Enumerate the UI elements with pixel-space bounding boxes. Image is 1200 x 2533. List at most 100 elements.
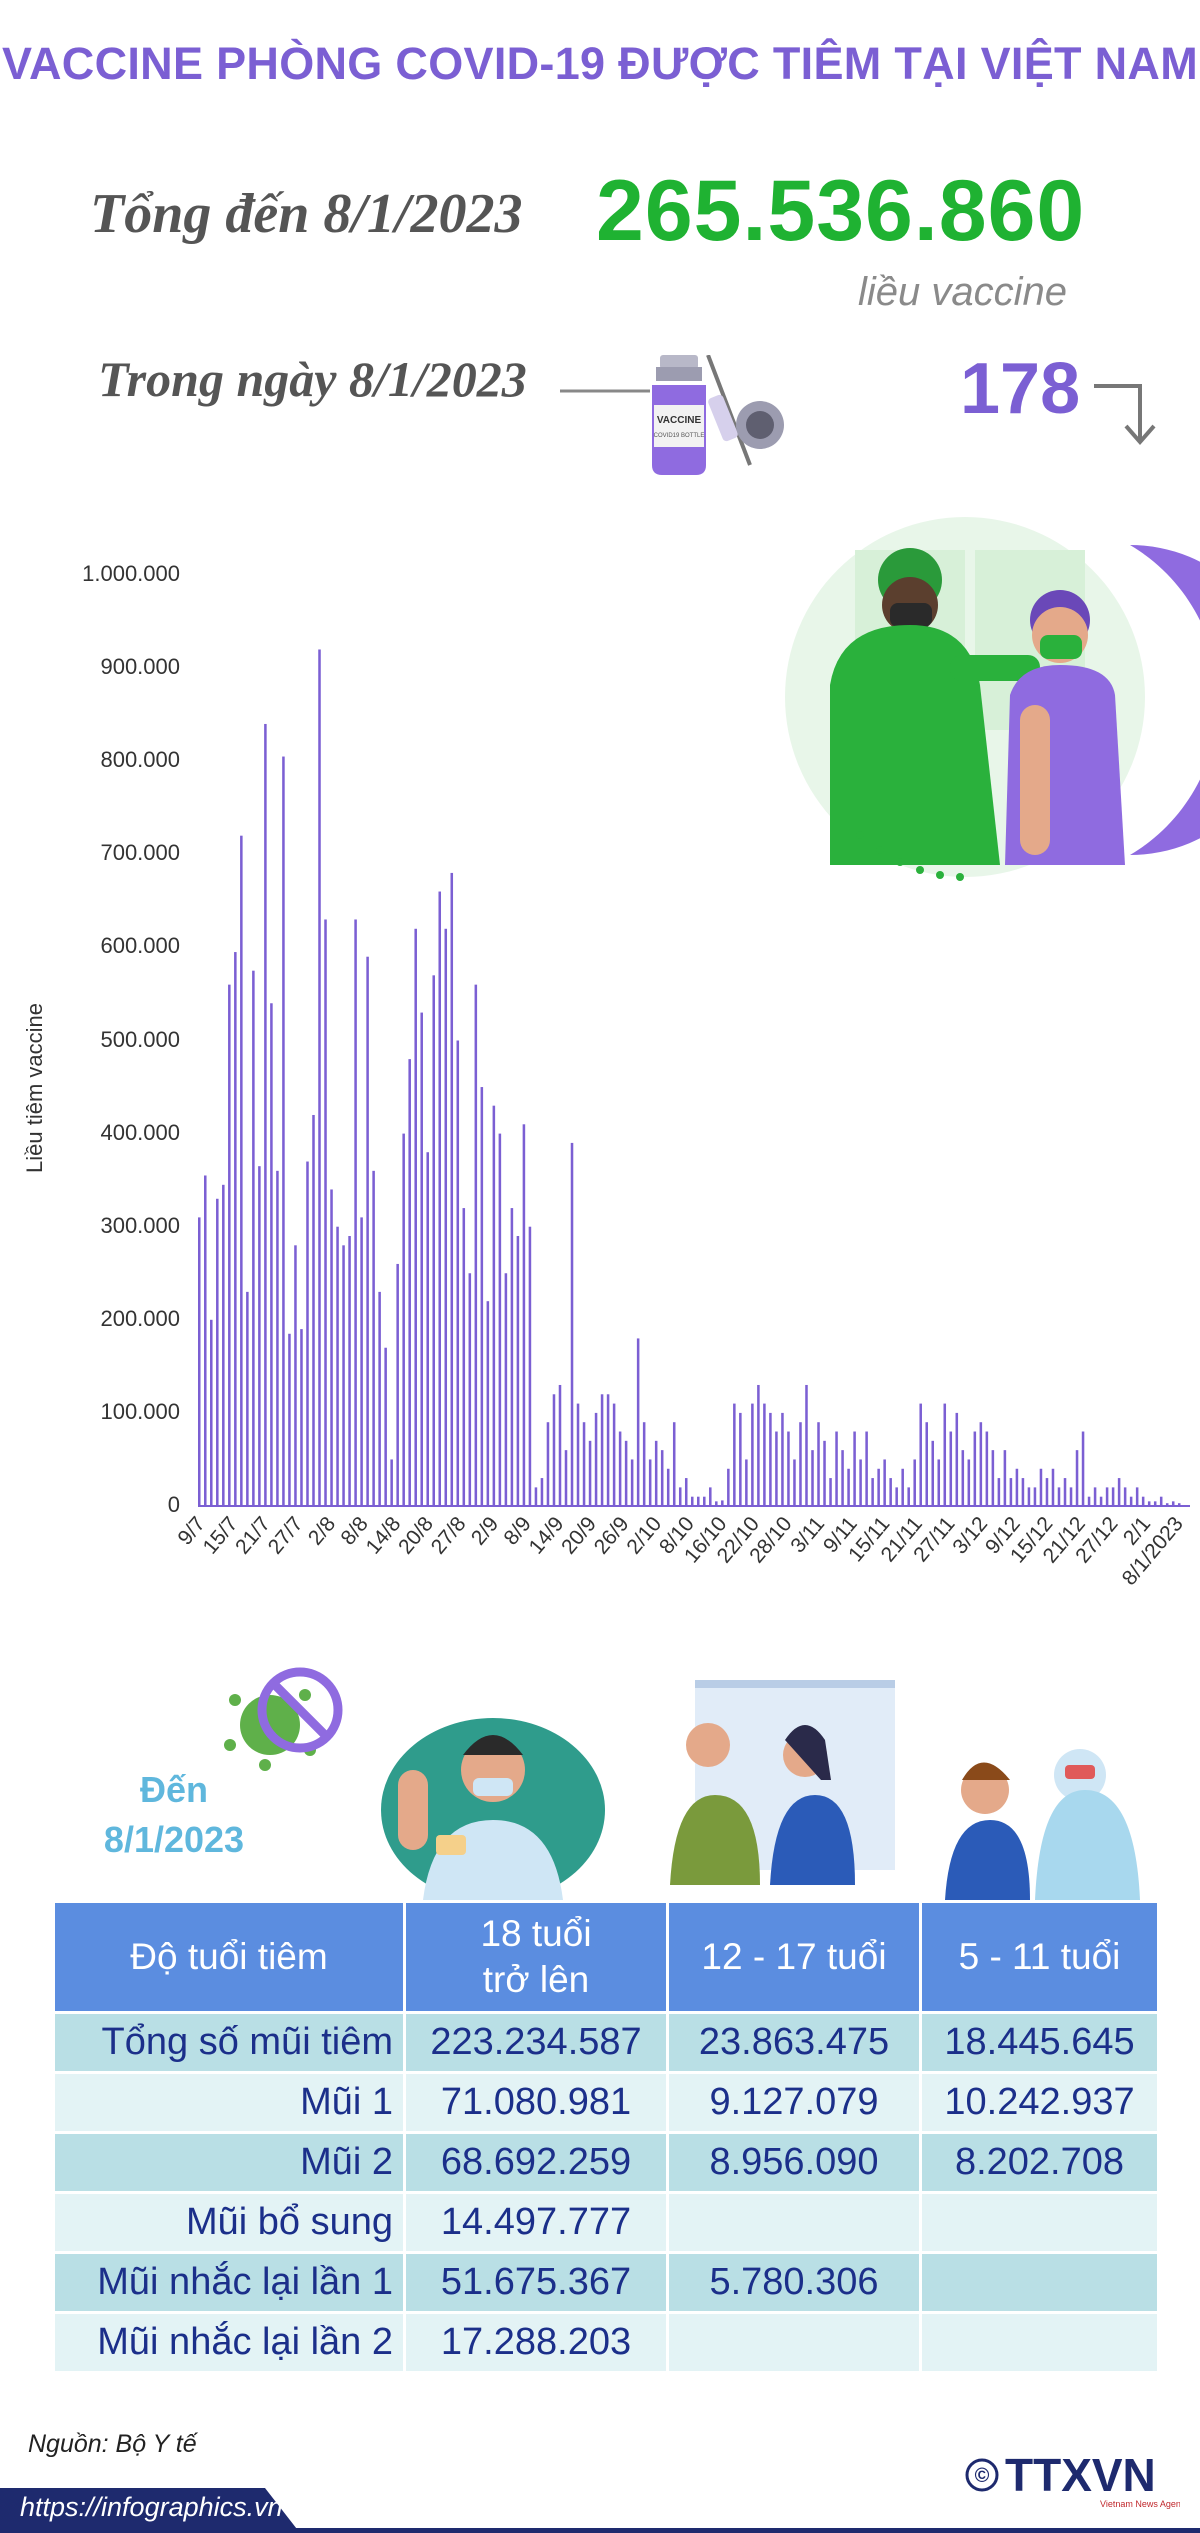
bar	[360, 1217, 363, 1506]
bar	[246, 1291, 249, 1506]
bar	[1039, 1468, 1043, 1506]
bar	[498, 1133, 502, 1506]
y-tick-label: 600.000	[100, 933, 180, 959]
bar	[288, 1333, 291, 1506]
day-label: Trong ngày 8/1/2023	[98, 351, 527, 407]
bar	[558, 1384, 562, 1506]
bar	[234, 952, 237, 1506]
bar	[1069, 1487, 1073, 1506]
bar	[678, 1487, 682, 1506]
bar	[877, 1468, 880, 1506]
y-tick-label: 200.000	[100, 1305, 180, 1331]
vial-label: VACCINE	[657, 415, 702, 426]
header-5-11: 5 - 11 tuổi	[922, 1903, 1157, 2011]
bar	[1141, 1496, 1145, 1506]
bar	[438, 891, 442, 1506]
bar	[805, 1384, 808, 1506]
bar	[1153, 1501, 1157, 1506]
bar	[510, 1208, 514, 1506]
bar	[648, 1459, 652, 1506]
bar	[763, 1403, 766, 1506]
x-tick-label: 2/9	[467, 1512, 503, 1549]
bar	[967, 1459, 971, 1506]
bar	[300, 1329, 303, 1506]
x-tick-label: 21/7	[231, 1512, 275, 1558]
bar	[703, 1496, 706, 1506]
footer-link[interactable]: https://infographics.vn	[20, 2492, 283, 2522]
table-row: Mũi 1 71.080.981 9.127.079 10.242.937	[55, 2074, 1157, 2131]
bar	[396, 1263, 399, 1506]
ttxvn-logo: © TTXVN Vietnam News Agency	[965, 2449, 1180, 2509]
bar	[450, 872, 454, 1506]
bar	[636, 1338, 640, 1506]
bar	[462, 1208, 466, 1506]
bar	[666, 1468, 670, 1506]
bar	[294, 1245, 297, 1506]
bar	[721, 1500, 724, 1506]
bar	[907, 1487, 910, 1506]
bar	[985, 1431, 989, 1506]
bar	[949, 1431, 953, 1506]
bar	[594, 1412, 598, 1506]
vaccination-illustration	[785, 517, 1200, 881]
bar	[853, 1431, 856, 1506]
y-tick-label: 1.000.000	[82, 561, 180, 586]
bar	[955, 1412, 959, 1506]
bar	[432, 975, 435, 1506]
bar	[684, 1478, 688, 1506]
stats-table: Độ tuổi tiêm 18 tuổi trở lên 12 - 17 tuổ…	[52, 1900, 1160, 2374]
cell-18plus: 17.288.203	[406, 2314, 666, 2371]
bar	[342, 1245, 345, 1506]
child-vaccinated-illustration	[945, 1749, 1140, 1900]
bar	[222, 1184, 225, 1506]
bar	[1003, 1450, 1007, 1506]
row-label: Mũi bổ sung	[55, 2194, 403, 2251]
bar	[1051, 1468, 1055, 1506]
header-18plus-line2: trở lên	[482, 1959, 590, 2000]
cell-12-17: 8.956.090	[669, 2134, 919, 2191]
bar	[624, 1440, 628, 1506]
bar	[258, 1166, 261, 1506]
x-tick-label: 3/12	[948, 1512, 992, 1558]
bar	[745, 1459, 748, 1506]
header-18plus-line1: 18 tuổi	[480, 1913, 592, 1954]
y-tick-label: 100.000	[100, 1398, 180, 1424]
bar	[348, 1236, 351, 1506]
y-tick-label: 0	[167, 1492, 180, 1517]
as-of-line1: Đến	[139, 1769, 208, 1810]
header-age: Độ tuổi tiêm	[55, 1903, 403, 2011]
bar	[204, 1175, 207, 1506]
bar	[270, 1003, 273, 1506]
row-label: Tổng số mũi tiêm	[55, 2014, 403, 2071]
footer-bar	[0, 2488, 1200, 2533]
bar	[564, 1450, 568, 1506]
bar	[1159, 1496, 1163, 1506]
bar	[739, 1412, 742, 1506]
table-row: Mũi bổ sung 14.497.777	[55, 2194, 1157, 2251]
bar	[516, 1236, 520, 1506]
row-label: Mũi 2	[55, 2134, 403, 2191]
cell-18plus: 14.497.777	[406, 2194, 666, 2251]
bar	[324, 919, 327, 1506]
bar	[817, 1422, 820, 1506]
bar	[961, 1450, 965, 1506]
teen-vaccinated-illustration	[670, 1680, 895, 1885]
bar	[1009, 1478, 1013, 1506]
x-tick-label: 14/9	[525, 1512, 569, 1558]
cell-5-11	[922, 2314, 1157, 2371]
bar	[282, 756, 285, 1506]
bar	[859, 1459, 862, 1506]
bar	[276, 1170, 279, 1506]
bar	[979, 1422, 983, 1506]
copyright-symbol: ©	[975, 2465, 990, 2487]
bar	[1135, 1487, 1139, 1506]
bar	[811, 1450, 814, 1506]
bar	[733, 1403, 736, 1506]
bar	[883, 1459, 886, 1506]
bar	[252, 970, 255, 1506]
bar	[366, 956, 369, 1506]
x-tick-label: 20/8	[394, 1512, 438, 1558]
total-label: Tổng đến 8/1/2023	[90, 183, 523, 245]
x-tick-label: 15/7	[199, 1512, 243, 1558]
vial-sub: COVID19 BOTTLE	[654, 433, 705, 439]
